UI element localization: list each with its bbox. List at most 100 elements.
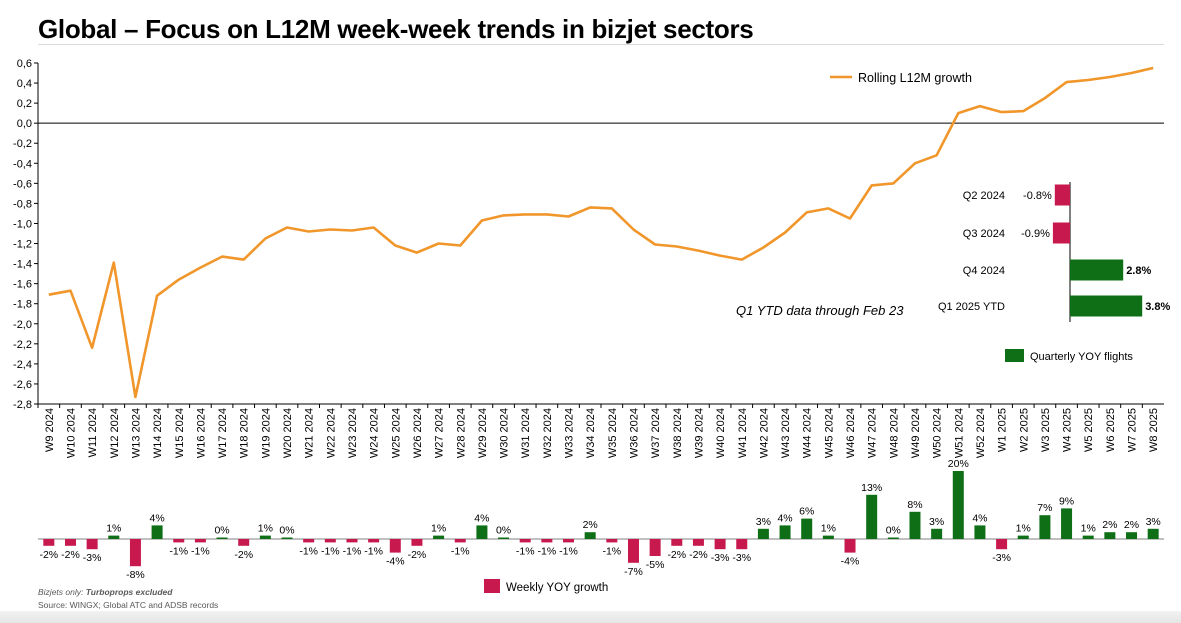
weekly-bar-label: -4% [841, 556, 860, 568]
x-tick-label: W46 2024 [845, 408, 857, 458]
quarterly-annotation: Q1 YTD data through Feb 23 [736, 303, 904, 318]
weekly-legend-swatch [484, 579, 500, 593]
quarterly-category-label: Q2 2024 [963, 190, 1005, 202]
weekly-bar-label: 4% [474, 512, 489, 524]
weekly-bar-label: -3% [711, 552, 730, 564]
weekly-bar [1147, 528, 1159, 539]
x-tick-label: W17 2024 [217, 408, 229, 458]
weekly-bar-label: -5% [646, 559, 665, 571]
weekly-bar [801, 518, 813, 539]
quarterly-category-label: Q4 2024 [963, 265, 1005, 277]
weekly-bar-label: -1% [451, 545, 470, 557]
weekly-bar [324, 539, 336, 543]
weekly-bar [433, 535, 445, 539]
y-tick-label: 0,2 [17, 98, 32, 110]
weekly-bar-label: 1% [821, 523, 836, 535]
weekly-bar [1039, 515, 1051, 539]
weekly-bar-label: 2% [1124, 519, 1139, 531]
weekly-bar-label: 4% [777, 512, 792, 524]
x-tick-label: W50 2024 [932, 408, 944, 458]
weekly-bar [238, 539, 250, 546]
weekly-bar-label: -1% [321, 545, 340, 557]
weekly-bar [671, 539, 683, 546]
y-tick-label: -1,8 [13, 299, 32, 311]
x-tick-label: W42 2024 [758, 408, 770, 458]
weekly-bar-label: 3% [929, 516, 944, 528]
weekly-bar [108, 535, 120, 539]
weekly-bar [194, 539, 206, 543]
weekly-bar [368, 539, 380, 543]
quarterly-bar-chart: Q2 2024 -0.8% Q3 2024 -0.9% Q4 2024 2.8% Q1 20… [938, 182, 1170, 322]
y-tick-label: -0,6 [13, 178, 32, 190]
x-tick-label: W20 2024 [282, 408, 294, 458]
x-tick-label: W43 2024 [780, 408, 792, 458]
weekly-bar [303, 539, 315, 543]
y-axis: 0,6 0,4 0,2 0,0 -0,2 -0,4 -0,6 -0,8 -1,0 -1,2 -1,4… [13, 58, 1164, 411]
x-tick-label: W3 2025 [1040, 408, 1052, 452]
x-tick-label: W37 2024 [650, 408, 662, 458]
weekly-bar-label: -1% [364, 545, 383, 557]
weekly-bar-label: 9% [1059, 495, 1074, 507]
weekly-legend-label: Weekly YOY growth [506, 582, 608, 594]
weekly-bar-label: 2% [583, 519, 598, 531]
weekly-bar [1126, 532, 1138, 539]
weekly-bar-label: -2% [61, 549, 80, 561]
x-tick-label: W21 2024 [304, 408, 316, 458]
weekly-bar-label: -2% [689, 549, 708, 561]
x-tick-label: W5 2025 [1083, 408, 1095, 452]
y-tick-label: -2,4 [13, 359, 32, 371]
x-tick-label: W52 2024 [975, 408, 987, 458]
weekly-bar [736, 539, 748, 550]
x-tick-label: W49 2024 [910, 408, 922, 458]
weekly-bar [151, 525, 163, 539]
x-tick-label: W36 2024 [628, 408, 640, 458]
weekly-bar [346, 539, 358, 543]
x-tick-label: W2 2025 [1018, 408, 1030, 452]
x-tick-label: W39 2024 [693, 408, 705, 458]
weekly-bar [1017, 535, 1029, 539]
x-axis: W9 2024 W10 2024 W11 2024 W12 2024 W13 2024 W… [37, 403, 1164, 458]
weekly-bar-label: -1% [191, 545, 210, 557]
y-tick-label: -0,8 [13, 198, 32, 210]
weekly-bar-label: 1% [1016, 523, 1031, 535]
weekly-bar [563, 539, 575, 543]
quarterly-value-label: -0.8% [1023, 190, 1052, 202]
quarterly-value-label: 3.8% [1145, 301, 1170, 313]
weekly-bar [541, 539, 553, 543]
x-tick-label: W25 2024 [390, 408, 402, 458]
y-tick-label: -2,0 [13, 319, 32, 331]
weekly-bar [1061, 508, 1073, 539]
x-tick-label: W44 2024 [802, 408, 814, 458]
footer-note-prefix: Bizjets only: [38, 587, 86, 597]
x-tick-label: W6 2025 [1105, 408, 1117, 452]
x-tick-label: W4 2025 [1062, 408, 1074, 452]
x-tick-label: W29 2024 [477, 408, 489, 458]
weekly-bar [866, 494, 878, 539]
x-tick-label: W31 2024 [520, 408, 532, 458]
footer-source: Source: WINGX; Global ATC and ADSB recor… [38, 600, 219, 610]
x-tick-label: W7 2025 [1127, 408, 1139, 452]
weekly-bar [64, 539, 76, 546]
weekly-bar-label: 1% [431, 523, 446, 535]
x-tick-label: W27 2024 [434, 408, 446, 458]
weekly-bar-label: 20% [948, 458, 969, 470]
y-tick-label: 0,4 [17, 78, 32, 90]
y-tick-label: -1,0 [13, 218, 32, 230]
weekly-bar [584, 532, 596, 539]
weekly-bar [389, 539, 401, 553]
x-tick-label: W8 2025 [1148, 408, 1160, 452]
weekly-bar-label: 0% [496, 525, 511, 537]
x-tick-label: W48 2024 [888, 408, 900, 458]
weekly-bar [779, 525, 791, 539]
weekly-bar [714, 539, 726, 550]
weekly-bar-label: 3% [1146, 516, 1161, 528]
weekly-bar-label: -1% [559, 545, 578, 557]
x-tick-label: W30 2024 [499, 408, 511, 458]
weekly-bar-label: -1% [516, 545, 535, 557]
quarterly-value-label: 2.8% [1126, 265, 1151, 277]
weekly-bar [454, 539, 466, 543]
weekly-bar [692, 539, 704, 546]
y-tick-label: 0,6 [17, 58, 32, 70]
quarterly-bar [1070, 295, 1143, 317]
